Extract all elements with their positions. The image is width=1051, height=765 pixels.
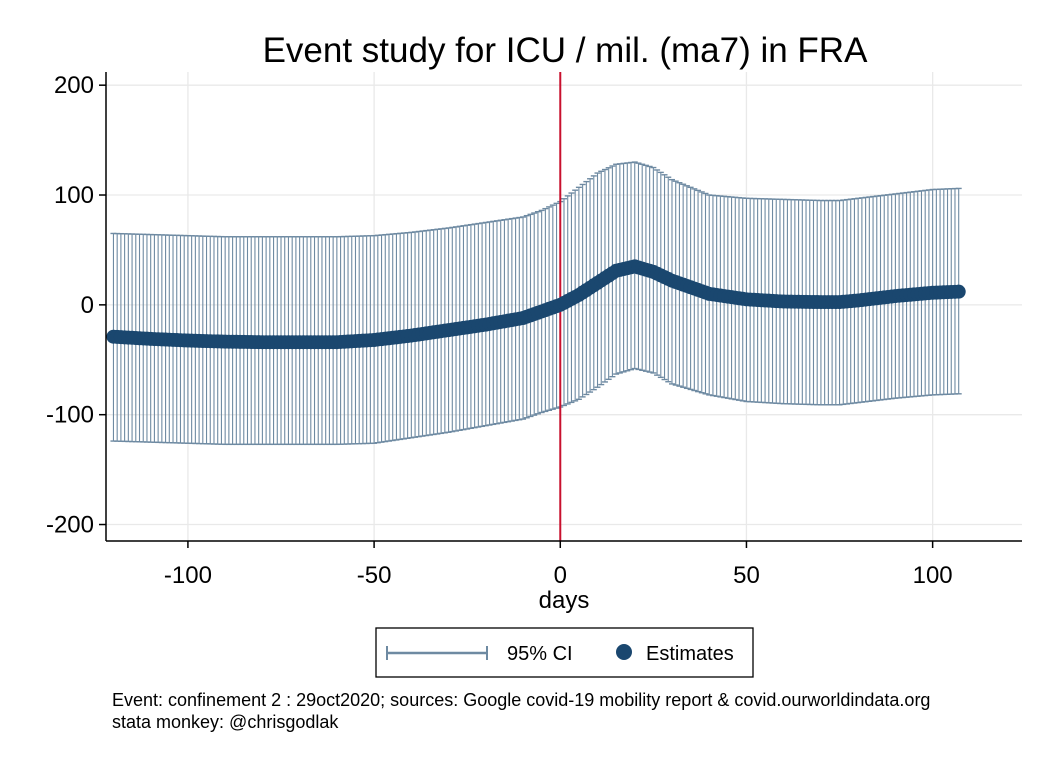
x-tick-label: 0 <box>554 562 567 589</box>
x-axis-label: days <box>539 587 590 614</box>
legend-estimates-label: Estimates <box>646 643 734 665</box>
x-tick-label: 100 <box>913 562 953 589</box>
y-tick-label: -100 <box>46 402 94 429</box>
x-tick-label: 50 <box>733 562 760 589</box>
chart-title: Event study for ICU / mil. (ma7) in FRA <box>263 31 869 70</box>
y-tick-label: 200 <box>54 72 94 99</box>
estimate-point <box>951 284 966 299</box>
y-tick-label: -200 <box>46 512 94 539</box>
x-tick-label: -100 <box>164 562 212 589</box>
y-tick-label: 0 <box>81 292 94 319</box>
legend-estimates-swatch <box>616 644 632 660</box>
legend-ci-label: 95% CI <box>507 643 573 665</box>
author-note: stata monkey: @chrisgodlak <box>112 712 339 732</box>
y-tick-label: 100 <box>54 182 94 209</box>
source-note: Event: confinement 2 : 29oct2020; source… <box>112 690 931 710</box>
x-tick-label: -50 <box>357 562 392 589</box>
